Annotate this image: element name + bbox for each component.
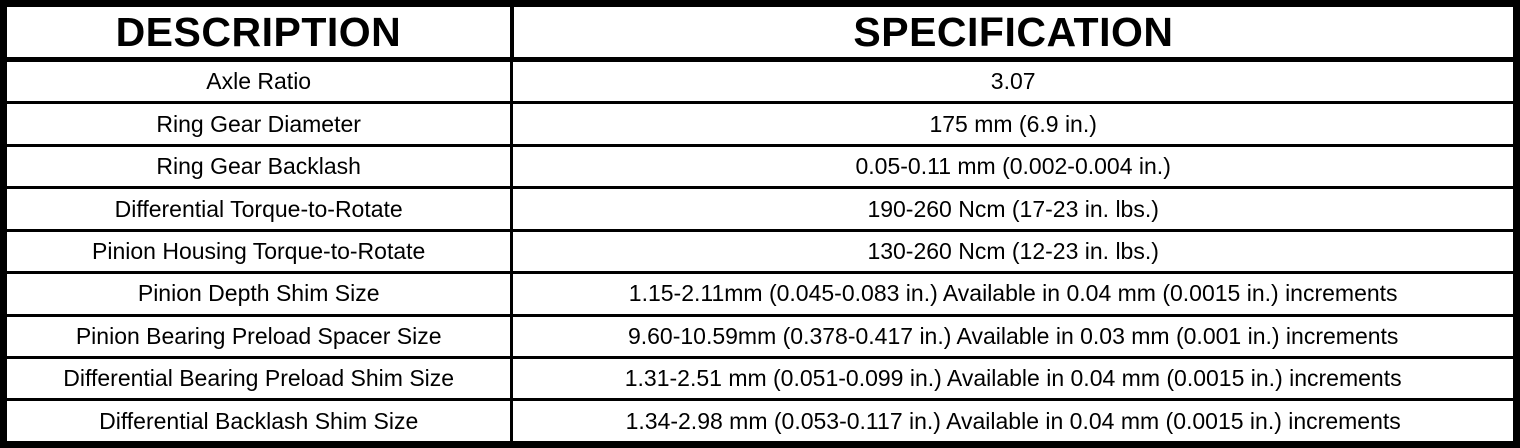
specification-cell: 190-260 Ncm (17-23 in. lbs.)	[510, 186, 1518, 232]
description-cell: Differential Bearing Preload Shim Size	[1, 355, 514, 402]
table-row: Pinion Depth Shim Size 1.15-2.11mm (0.04…	[1, 271, 1518, 317]
column-header-specification: SPECIFICATION	[509, 1, 1519, 62]
table-row: Ring Gear Diameter 175 mm (6.9 in.)	[1, 101, 1518, 147]
description-cell: Pinion Bearing Preload Spacer Size	[1, 313, 514, 359]
description-cell: Differential Backlash Shim Size	[1, 398, 514, 446]
description-cell: Differential Torque-to-Rotate	[1, 186, 514, 232]
specification-cell: 0.05-0.11 mm (0.002-0.004 in.)	[510, 143, 1518, 190]
description-cell: Pinion Housing Torque-to-Rotate	[1, 228, 514, 275]
specification-cell: 9.60-10.59mm (0.378-0.417 in.) Available…	[510, 313, 1518, 359]
column-header-description: DESCRIPTION	[1, 1, 514, 62]
table-row: Axle Ratio 3.07	[1, 57, 1518, 105]
table-row: Ring Gear Backlash 0.05-0.11 mm (0.002-0…	[1, 143, 1518, 190]
description-cell: Ring Gear Backlash	[1, 143, 514, 190]
table-row: Differential Bearing Preload Shim Size 1…	[1, 355, 1518, 402]
specification-cell: 1.31-2.51 mm (0.051-0.099 in.) Available…	[510, 355, 1518, 402]
table-row: Differential Torque-to-Rotate 190-260 Nc…	[1, 186, 1518, 232]
table-row: Differential Backlash Shim Size 1.34-2.9…	[1, 398, 1518, 446]
specification-cell: 1.34-2.98 mm (0.053-0.117 in.) Available…	[510, 398, 1518, 446]
specification-cell: 1.15-2.11mm (0.045-0.083 in.) Available …	[510, 271, 1518, 317]
description-cell: Ring Gear Diameter	[1, 101, 514, 147]
description-cell: Axle Ratio	[1, 57, 514, 105]
specification-cell: 175 mm (6.9 in.)	[510, 101, 1518, 147]
specification-cell: 3.07	[510, 57, 1518, 105]
table-header-row: DESCRIPTION SPECIFICATION	[1, 1, 1519, 62]
table-row: Pinion Housing Torque-to-Rotate 130-260 …	[1, 228, 1518, 275]
table-row: Pinion Bearing Preload Spacer Size 9.60-…	[1, 313, 1518, 359]
specification-cell: 130-260 Ncm (12-23 in. lbs.)	[510, 228, 1518, 275]
description-cell: Pinion Depth Shim Size	[1, 271, 514, 317]
